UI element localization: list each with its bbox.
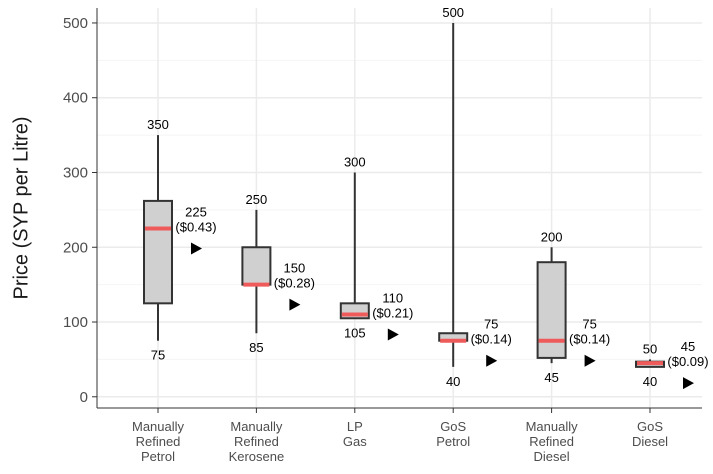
- max-label: 50: [643, 341, 657, 356]
- y-tick-label: 400: [63, 90, 88, 107]
- median-usd-label: ($0.21): [372, 306, 413, 321]
- max-label: 300: [344, 154, 366, 169]
- x-tick-label: LP Gas: [343, 419, 367, 449]
- plot-panel: [97, 8, 702, 408]
- x-tick-label-line: Refined: [234, 434, 279, 449]
- value-labels: 35075225($0.43)25085150($0.28)300105110(…: [147, 5, 709, 390]
- x-tick-label: GoS Petrol: [436, 419, 470, 449]
- y-tick-label: 300: [63, 164, 88, 181]
- x-tick-label: Manually Refined Diesel: [526, 419, 579, 464]
- median-value-label: 150: [284, 261, 306, 276]
- min-label: 45: [544, 370, 558, 385]
- x-tick-label-line: Refined: [136, 434, 181, 449]
- x-tick-label-line: Gas: [343, 434, 367, 449]
- median-marker: [683, 377, 694, 390]
- median-marker: [191, 242, 202, 255]
- x-tick-label-line: Petrol: [141, 449, 175, 464]
- median-marker: [289, 298, 301, 311]
- boxes: [143, 199, 665, 368]
- max-label: 500: [442, 5, 464, 20]
- x-tick-label-line: Kerosene: [229, 449, 285, 464]
- x-tick-label-line: Manually: [230, 419, 283, 434]
- median-marker: [387, 328, 399, 341]
- median-usd-label: ($0.14): [569, 332, 610, 347]
- x-tick-label-line: Diesel: [534, 449, 570, 464]
- x-tick-label-line: LP: [347, 419, 363, 434]
- min-label: 40: [643, 374, 657, 389]
- x-tick-label-line: Manually: [132, 419, 185, 434]
- median-usd-label: ($0.09): [667, 354, 708, 369]
- median-usd-label: ($0.28): [274, 276, 315, 291]
- x-tick-label-line: Manually: [526, 419, 579, 434]
- whiskers: [157, 22, 651, 367]
- x-tick-label-line: Diesel: [632, 434, 668, 449]
- y-tick-label: 0: [80, 389, 88, 406]
- y-axis-label: Price (SYP per Litre): [10, 116, 32, 299]
- x-tick-label-line: Refined: [529, 434, 574, 449]
- median-usd-label: ($0.14): [471, 332, 512, 347]
- x-tick-label: GoS Diesel: [632, 419, 668, 449]
- box-iqr: [241, 246, 272, 286]
- x-tick-label-line: GoS: [440, 419, 466, 434]
- min-label: 85: [249, 340, 263, 355]
- median-value-label: 110: [382, 291, 403, 306]
- median-usd-label: ($0.43): [175, 220, 216, 235]
- x-tick-label: Manually Refined Petrol: [132, 419, 185, 464]
- median-marker: [486, 354, 498, 367]
- max-label: 250: [246, 192, 268, 207]
- median-value-label: 225: [185, 205, 207, 220]
- max-label: 350: [147, 117, 169, 132]
- min-label: 40: [446, 374, 460, 389]
- min-label: 105: [344, 325, 366, 340]
- min-label: 75: [151, 348, 165, 363]
- y-tick-label: 100: [63, 314, 88, 331]
- max-label: 200: [541, 229, 563, 244]
- x-tick-label: Manually Refined Kerosene: [229, 419, 285, 464]
- box-iqr: [143, 199, 173, 305]
- median-marker: [584, 354, 596, 367]
- median-value-label: 45: [681, 339, 695, 354]
- median-value-label: 75: [582, 317, 596, 332]
- box-iqr: [536, 261, 567, 359]
- x-tick-label-line: GoS: [637, 419, 663, 434]
- y-tick-label: 500: [63, 15, 88, 32]
- grid-lines: [97, 8, 702, 408]
- median-value-label: 75: [484, 317, 498, 332]
- x-tick-label-line: Petrol: [436, 434, 470, 449]
- y-tick-label: 200: [63, 239, 88, 256]
